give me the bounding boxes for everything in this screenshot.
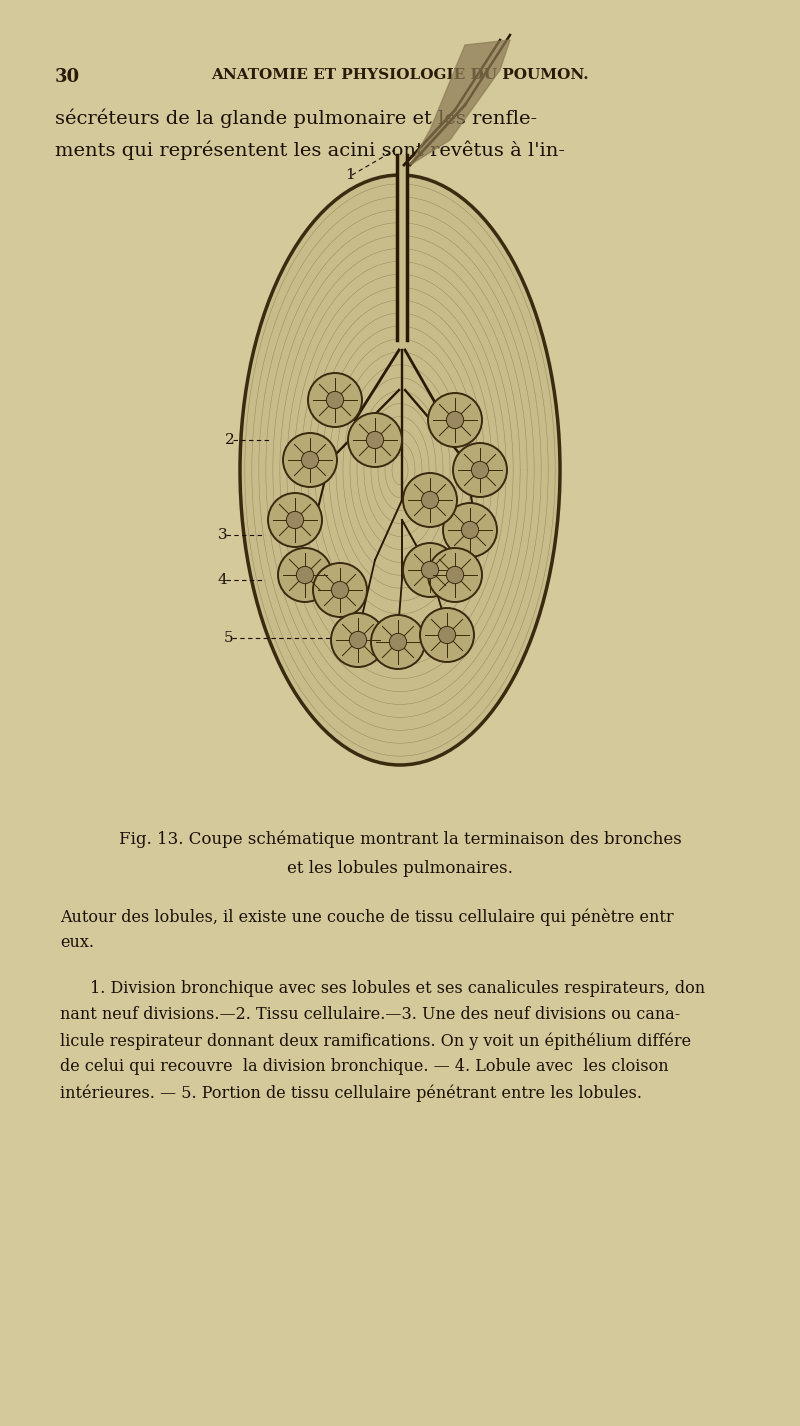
Circle shape — [371, 615, 425, 669]
Circle shape — [278, 548, 332, 602]
Circle shape — [350, 632, 366, 649]
Text: de celui qui recouvre  la division bronchique. — 4. Lobule avec  les cloison: de celui qui recouvre la division bronch… — [60, 1058, 669, 1075]
Circle shape — [286, 512, 304, 529]
Text: Autour des lobules, il existe une couche de tissu cellulaire qui pénètre entr: Autour des lobules, il existe une couche… — [60, 908, 674, 925]
Circle shape — [348, 414, 402, 466]
Circle shape — [403, 473, 457, 528]
Circle shape — [313, 563, 367, 617]
Circle shape — [308, 374, 362, 426]
Text: Fig. 13. Coupe schématique montrant la terminaison des bronches: Fig. 13. Coupe schématique montrant la t… — [118, 830, 682, 847]
Text: 4: 4 — [218, 573, 228, 588]
Ellipse shape — [240, 175, 560, 764]
Circle shape — [302, 452, 318, 469]
Text: 1. Division bronchique avec ses lobules et ses canalicules respirateurs, don: 1. Division bronchique avec ses lobules … — [90, 980, 705, 997]
Text: et les lobules pulmonaires.: et les lobules pulmonaires. — [287, 860, 513, 877]
Circle shape — [268, 493, 322, 548]
Circle shape — [283, 434, 337, 488]
Circle shape — [422, 492, 438, 509]
Circle shape — [403, 543, 457, 597]
Circle shape — [428, 394, 482, 446]
Text: intérieures. — 5. Portion de tissu cellulaire pénétrant entre les lobules.: intérieures. — 5. Portion de tissu cellu… — [60, 1084, 642, 1101]
Circle shape — [331, 582, 349, 599]
Circle shape — [420, 607, 474, 662]
Circle shape — [428, 548, 482, 602]
Text: ANATOMIE ET PHYSIOLOGIE DU POUMON.: ANATOMIE ET PHYSIOLOGIE DU POUMON. — [211, 68, 589, 83]
Text: ments qui représentent les acini sont revêtus à l'in-: ments qui représentent les acini sont re… — [55, 140, 565, 160]
Circle shape — [422, 562, 438, 579]
Polygon shape — [410, 40, 510, 165]
Circle shape — [331, 613, 385, 667]
Text: nant neuf divisions.—2. Tissu cellulaire.—3. Une des neuf divisions ou cana-: nant neuf divisions.—2. Tissu cellulaire… — [60, 1005, 680, 1022]
Circle shape — [446, 566, 464, 583]
Text: eux.: eux. — [60, 934, 94, 951]
Circle shape — [443, 503, 497, 558]
Text: 3: 3 — [218, 528, 228, 542]
Circle shape — [296, 566, 314, 583]
Text: 5: 5 — [224, 630, 234, 645]
Circle shape — [390, 633, 406, 650]
Circle shape — [471, 462, 489, 479]
Text: 2: 2 — [225, 434, 234, 446]
Circle shape — [366, 431, 384, 449]
Circle shape — [462, 522, 478, 539]
Text: licule respirateur donnant deux ramifications. On y voit un épithélium différe: licule respirateur donnant deux ramifica… — [60, 1032, 691, 1050]
Text: 30: 30 — [55, 68, 80, 86]
Text: sécréteurs de la glande pulmonaire et les renfle-: sécréteurs de la glande pulmonaire et le… — [55, 108, 537, 127]
Circle shape — [446, 411, 464, 429]
Circle shape — [453, 443, 507, 498]
Text: 1: 1 — [345, 168, 354, 183]
Circle shape — [438, 626, 456, 643]
Circle shape — [326, 391, 344, 409]
